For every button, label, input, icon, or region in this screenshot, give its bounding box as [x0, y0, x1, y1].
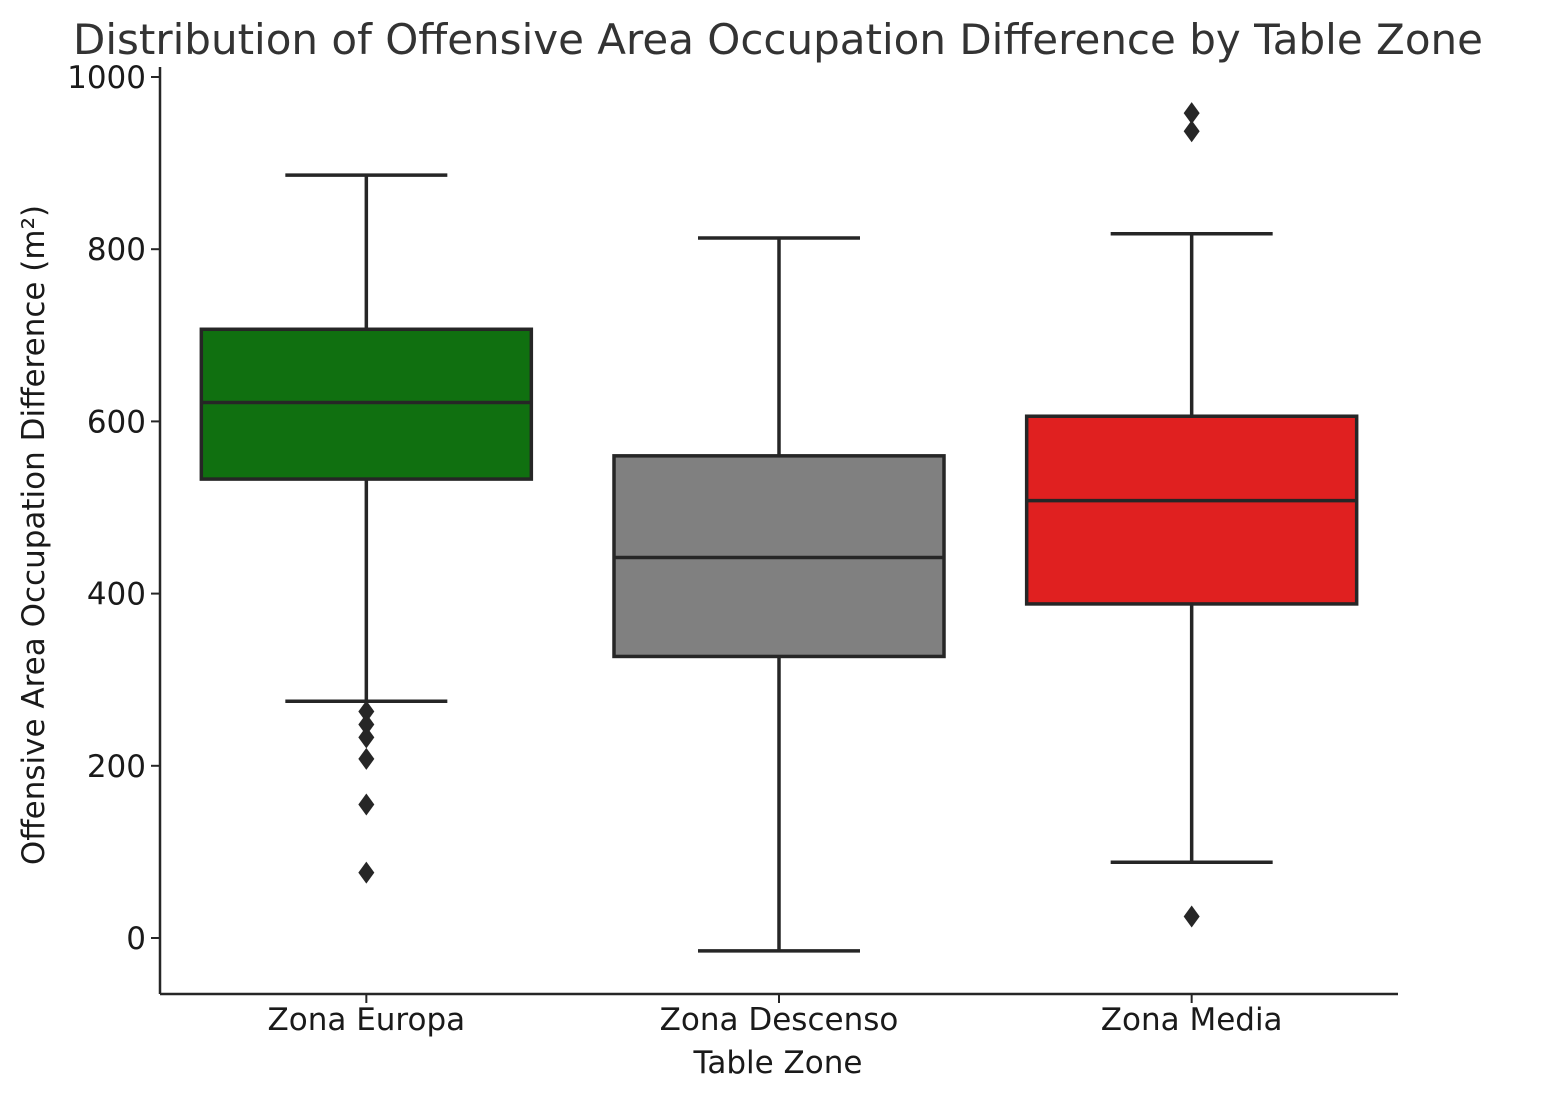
- outlier-point: [358, 713, 375, 736]
- outlier-point: [1183, 102, 1200, 125]
- outlier-point: [358, 793, 375, 816]
- outlier-point: [1183, 120, 1200, 143]
- x-tick-label: Zona Media: [1101, 1002, 1283, 1038]
- plot-area: 0 200 400 600 800 1000 Zona Europa Zona Descens…: [67, 60, 1398, 1038]
- y-tick-label: 0: [126, 921, 146, 957]
- chart-title: Distribution of Offensive Area Occupatio…: [73, 15, 1483, 64]
- y-tick-label: 200: [87, 749, 146, 785]
- outlier-point: [358, 861, 375, 884]
- outlier-point: [1183, 905, 1200, 928]
- outlier-point: [358, 747, 375, 770]
- y-tick-label: 1000: [67, 60, 146, 96]
- outlier-point: [358, 726, 375, 749]
- y-axis-label: Offensive Area Occupation Difference (m²…: [16, 205, 52, 865]
- outlier-point: [358, 700, 375, 723]
- box-iqr: [1024, 414, 1359, 606]
- y-tick-label: 600: [87, 404, 146, 440]
- x-tick-label: Zona Descenso: [660, 1002, 899, 1038]
- x-axis-label: Table Zone: [693, 1045, 863, 1081]
- x-tick-label: Zona Europa: [268, 1002, 466, 1038]
- y-tick-label: 400: [87, 577, 146, 613]
- y-tick-label: 800: [87, 232, 146, 268]
